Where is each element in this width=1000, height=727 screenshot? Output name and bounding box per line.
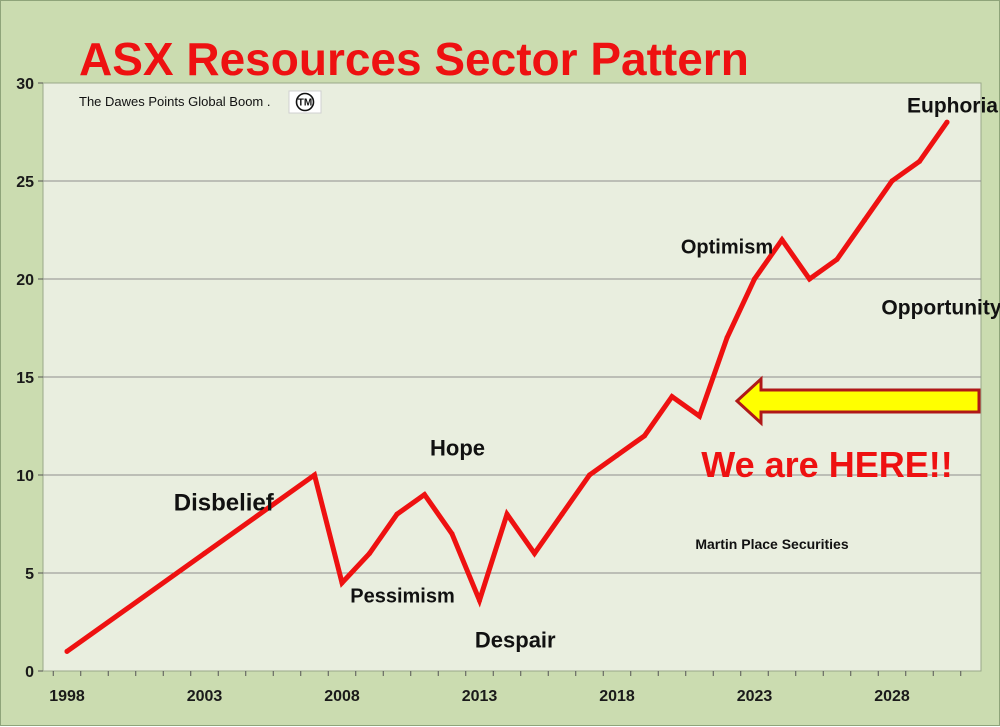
data-point <box>779 237 785 243</box>
y-tick-label: 25 <box>16 174 34 191</box>
data-point <box>587 472 592 478</box>
data-point <box>339 580 345 586</box>
trademark-text: TM <box>298 98 312 109</box>
x-tick-label: 2023 <box>737 688 773 705</box>
data-point <box>367 550 372 556</box>
data-point <box>697 413 702 419</box>
chart-subtitle: The Dawes Points Global Boom . <box>79 94 270 109</box>
data-point <box>504 511 510 517</box>
y-axis: 0 5 10 15 20 25 30 <box>16 76 43 681</box>
x-tick-label: 1998 <box>49 688 85 705</box>
credit-text: Martin Place Securities <box>695 536 849 552</box>
y-tick-label: 10 <box>16 468 34 485</box>
data-point <box>807 276 812 282</box>
y-tick-label: 5 <box>25 566 34 583</box>
y-tick-label: 15 <box>16 370 34 387</box>
data-point <box>394 511 400 517</box>
y-tick-label: 30 <box>16 76 34 93</box>
data-point <box>559 511 565 517</box>
data-point <box>834 256 840 262</box>
annotation-hope: Hope <box>430 435 485 460</box>
annotation-optimism: Optimism <box>681 237 773 259</box>
x-tick-label: 2028 <box>874 688 910 705</box>
data-point <box>477 597 482 603</box>
annotation-despair: Despair <box>475 627 556 652</box>
data-point <box>889 178 895 184</box>
x-tick-label: 2003 <box>187 688 223 705</box>
trademark-icon: TM <box>288 90 322 114</box>
data-points <box>64 119 950 654</box>
data-point <box>944 119 950 125</box>
here-arrow-icon <box>734 375 981 427</box>
annotation-euphoria: Euphoria <box>907 94 998 117</box>
data-point <box>614 452 620 458</box>
data-point <box>202 550 207 556</box>
data-point <box>532 550 537 556</box>
y-tick-label: 0 <box>25 664 34 681</box>
phase-annotations: Disbelief Pessimism Hope Despair Optimism Eup… <box>174 94 1000 652</box>
data-point <box>917 158 922 164</box>
annotation-pessimism: Pessimism <box>350 585 455 607</box>
series-line <box>64 119 950 654</box>
callout-text: We are HERE!! <box>701 444 952 485</box>
annotation-disbelief: Disbelief <box>174 489 275 516</box>
data-point <box>422 492 427 498</box>
data-point <box>449 531 455 537</box>
data-point <box>64 648 70 654</box>
data-point <box>642 433 647 439</box>
data-point <box>669 394 675 400</box>
x-axis: 1998 2003 2008 2013 2018 2023 2028 <box>49 671 962 705</box>
data-point <box>724 335 730 341</box>
x-tick-label: 2013 <box>462 688 498 705</box>
x-tick-label: 2018 <box>599 688 635 705</box>
gridlines <box>43 180 981 574</box>
data-point <box>312 472 317 478</box>
annotation-opportunity: Opportunity <box>881 296 1000 319</box>
data-point <box>862 217 867 223</box>
data-point <box>752 276 757 282</box>
y-tick-label: 20 <box>16 272 34 289</box>
x-tick-label: 2008 <box>324 688 360 705</box>
chart-title: ASX Resources Sector Pattern <box>79 33 749 85</box>
